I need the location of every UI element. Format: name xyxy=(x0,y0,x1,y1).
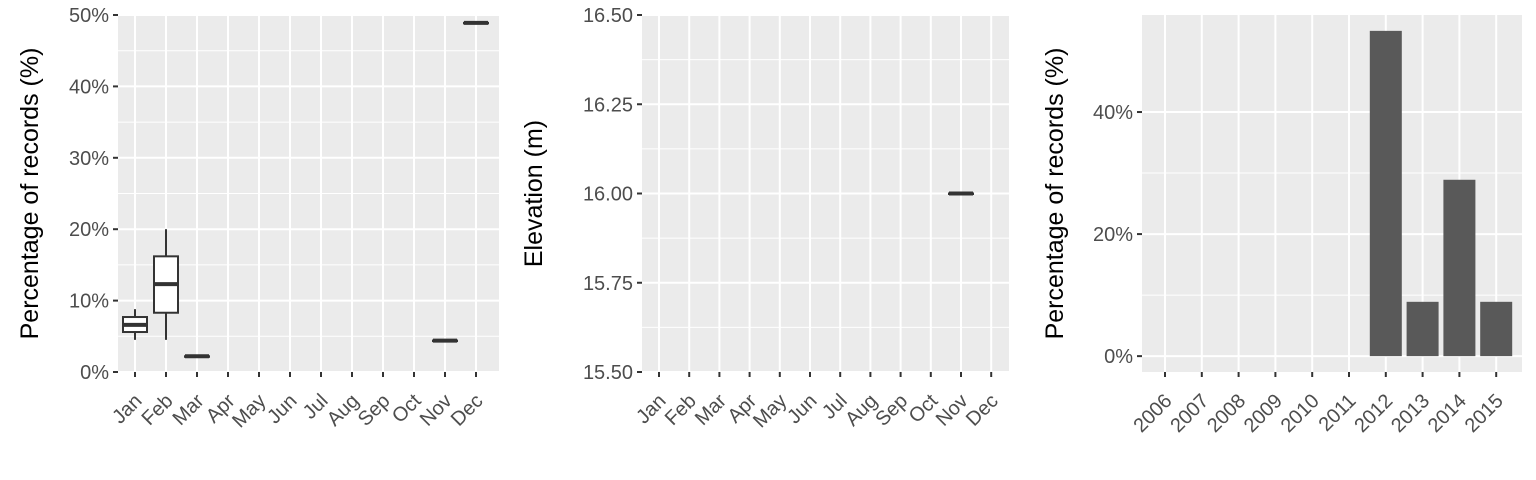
month-elevation-boxplot: 15.5015.7516.0016.2516.50JanFebMarAprMay… xyxy=(520,5,1009,432)
y-axis-title: Percentage of records (%) xyxy=(16,48,44,340)
x-tick-label: Dec xyxy=(447,390,488,431)
y-axis-title: Elevation (m) xyxy=(520,120,548,267)
x-tick-label: 2007 xyxy=(1166,390,1213,437)
y-axis-title: Percentage of records (%) xyxy=(1041,48,1069,340)
x-tick-label: 2009 xyxy=(1240,390,1287,437)
y-tick-label: 15.50 xyxy=(583,362,633,384)
x-tick-label: 2006 xyxy=(1130,390,1177,437)
y-tick-label: 20% xyxy=(69,219,109,241)
y-tick-label: 10% xyxy=(69,291,109,313)
x-tick-label: Jun xyxy=(263,390,301,428)
x-tick-label: Dec xyxy=(962,390,1003,431)
month-percentage-boxplot: 0%10%20%30%40%50%JanFebMarAprMayJunJulAu… xyxy=(16,5,499,432)
bar xyxy=(1406,301,1439,357)
x-tick-label: Jan xyxy=(108,390,146,428)
y-tick-label: 40% xyxy=(1093,102,1133,124)
y-tick-label: 16.00 xyxy=(583,184,633,206)
y-tick-label: 16.25 xyxy=(583,94,633,116)
x-tick-label: 2010 xyxy=(1277,390,1324,437)
y-tick-label: 50% xyxy=(69,5,109,27)
y-tick-label: 0% xyxy=(1104,346,1133,368)
bar xyxy=(1443,179,1476,357)
y-tick-label: 16.50 xyxy=(583,5,633,27)
x-tick-label: 2011 xyxy=(1315,390,1361,436)
y-tick-label: 15.75 xyxy=(583,273,633,295)
x-tick-label: 2008 xyxy=(1203,390,1250,437)
x-tick-label: 2013 xyxy=(1387,390,1434,437)
x-tick-label: 2012 xyxy=(1350,390,1397,437)
y-tick-label: 30% xyxy=(69,148,109,170)
x-tick-label: 2015 xyxy=(1461,390,1508,437)
x-tick-label: 2014 xyxy=(1424,390,1471,437)
year-percentage-barchart: 0% 20% 40% 20062007200820092010201120122013… xyxy=(1041,15,1522,437)
y-tick-label: 0% xyxy=(80,362,109,384)
bar xyxy=(1369,30,1402,357)
bar xyxy=(1480,301,1513,357)
y-tick-label: 20% xyxy=(1093,224,1133,246)
x-tick-label: Feb xyxy=(138,390,178,430)
x-tick-label: Oct xyxy=(388,390,426,428)
y-tick-label: 40% xyxy=(69,76,109,98)
x-tick-label: Jun xyxy=(783,390,821,428)
